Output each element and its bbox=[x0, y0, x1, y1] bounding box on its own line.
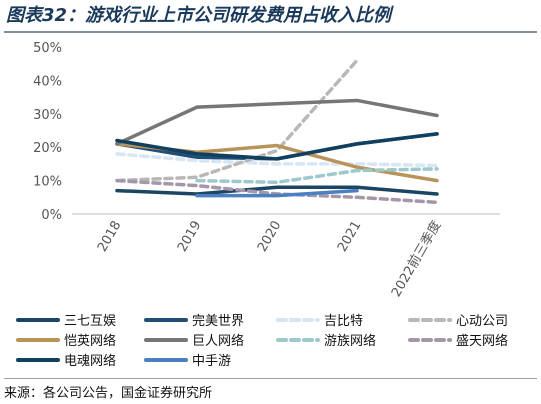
legend-label: 完美世界 bbox=[192, 314, 244, 329]
legend-label: 游族网络 bbox=[324, 333, 376, 349]
y-tick-label: 30% bbox=[33, 108, 62, 123]
chart-title: 图表32：游戏行业上市公司研发费用占收入比例 bbox=[6, 5, 392, 26]
source-note: 来源：各公司公告，国金证券研究所 bbox=[4, 386, 213, 401]
series-line-9 bbox=[195, 188, 359, 198]
x-tick-label: 2020 bbox=[255, 219, 285, 255]
footer-divider bbox=[4, 378, 537, 379]
series-line-2 bbox=[115, 152, 439, 168]
series-line-3 bbox=[115, 58, 359, 183]
line-chart: 0% 10% 20% 30% 40% 50% 2018 2019 2020 2021 2022前三季… bbox=[16, 41, 508, 369]
y-tick-label: 40% bbox=[33, 74, 62, 89]
series-line-8 bbox=[115, 132, 439, 161]
legend-label: 心动公司 bbox=[456, 314, 508, 329]
y-tick-label: 0% bbox=[41, 208, 62, 223]
legend-label: 三七互娱 bbox=[64, 314, 116, 329]
x-tick-label: 2018 bbox=[95, 219, 125, 255]
y-tick-label: 20% bbox=[33, 141, 62, 156]
series-line-5 bbox=[115, 98, 439, 146]
legend-label: 中手游 bbox=[192, 354, 231, 369]
series-line-0 bbox=[115, 185, 439, 196]
legend-label: 恺英网络 bbox=[64, 333, 116, 349]
x-tick-label: 2019 bbox=[175, 219, 205, 255]
x-tick-label: 2022前三季度 bbox=[388, 218, 444, 300]
series-line-6 bbox=[195, 167, 439, 185]
y-tick-label: 10% bbox=[33, 175, 62, 190]
y-tick-label: 50% bbox=[33, 41, 62, 56]
title-divider bbox=[4, 31, 537, 33]
legend-label: 吉比特 bbox=[324, 314, 363, 329]
legend-label: 电魂网络 bbox=[64, 353, 116, 369]
legend-label: 盛天网络 bbox=[456, 333, 508, 349]
legend-label: 巨人网络 bbox=[192, 333, 244, 349]
x-tick-label: 2021 bbox=[335, 219, 365, 255]
